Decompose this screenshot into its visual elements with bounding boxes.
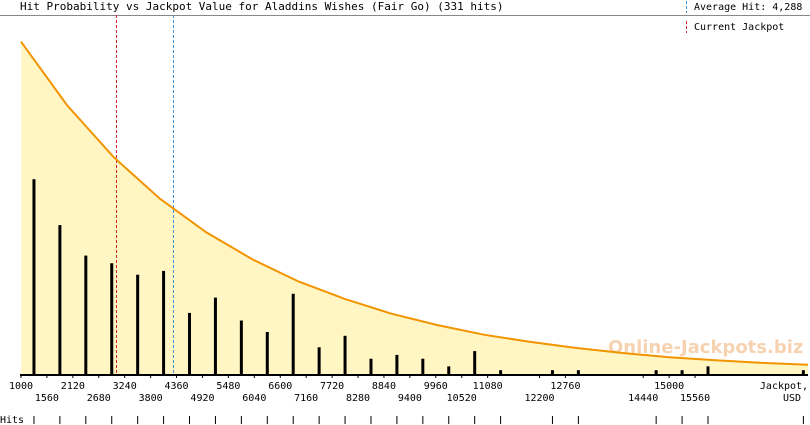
x-tick-label: 6040 (242, 393, 266, 404)
bar (395, 354, 399, 374)
curve (20, 41, 809, 366)
bar (473, 351, 477, 374)
x-tick-label: 1000 (9, 381, 33, 392)
bar (801, 370, 805, 374)
bar (706, 366, 710, 374)
bar (447, 366, 451, 374)
bar (654, 370, 658, 374)
x-tick-label: 2680 (87, 393, 111, 404)
x-tick-label: 11080 (473, 381, 503, 392)
rug-label: Hits (0, 415, 24, 425)
x-tick-label: 7160 (294, 393, 318, 404)
x-tick-label: 6600 (268, 381, 292, 392)
bar (84, 255, 88, 374)
x-tick-label: 12760 (550, 381, 580, 392)
bar (550, 370, 554, 374)
x-tick-label: 1560 (35, 393, 59, 404)
x-tick-label: 3800 (139, 393, 163, 404)
x-tick-label: 3240 (113, 381, 137, 392)
x-tick-label: 8840 (372, 381, 396, 392)
bar (188, 312, 192, 374)
x-tick-label: 14440 (628, 393, 658, 404)
x-tick-label: 7720 (320, 381, 344, 392)
bar (162, 270, 166, 374)
x-tick-label: 10520 (447, 393, 477, 404)
bar (343, 335, 347, 374)
bar (58, 225, 62, 374)
bar (576, 370, 580, 374)
x-axis-label: Jackpot, (760, 381, 808, 392)
x-tick-label: 12200 (524, 393, 554, 404)
x-tick-label: 4360 (165, 381, 189, 392)
bar (680, 370, 684, 374)
x-tick-label: 15560 (680, 393, 710, 404)
bar (317, 347, 321, 374)
x-tick-label: 9400 (398, 393, 422, 404)
x-tick-label: 2120 (61, 381, 85, 392)
legend-label: Current Jackpot (694, 22, 784, 33)
x-tick-label: 8280 (346, 393, 370, 404)
x-axis-label: USD (783, 393, 801, 404)
bar (110, 263, 114, 374)
x-tick-label: 4920 (190, 393, 214, 404)
watermark: Online-Jackpots.biz (608, 337, 803, 358)
bar (369, 358, 373, 374)
legend-label: Average Hit: 4,288 (694, 2, 802, 13)
bar (213, 297, 217, 374)
bar (32, 179, 36, 374)
bar (136, 274, 140, 374)
bar (291, 293, 295, 374)
x-tick-label: 5480 (216, 381, 240, 392)
chart-title: Hit Probability vs Jackpot Value for Ala… (20, 0, 503, 13)
curve-area (21, 41, 808, 374)
x-tick-label: 9960 (424, 381, 448, 392)
bar (421, 358, 425, 374)
x-tick-label: 15000 (654, 381, 684, 392)
bar (239, 320, 243, 374)
bar (265, 331, 269, 374)
bar (499, 370, 503, 374)
